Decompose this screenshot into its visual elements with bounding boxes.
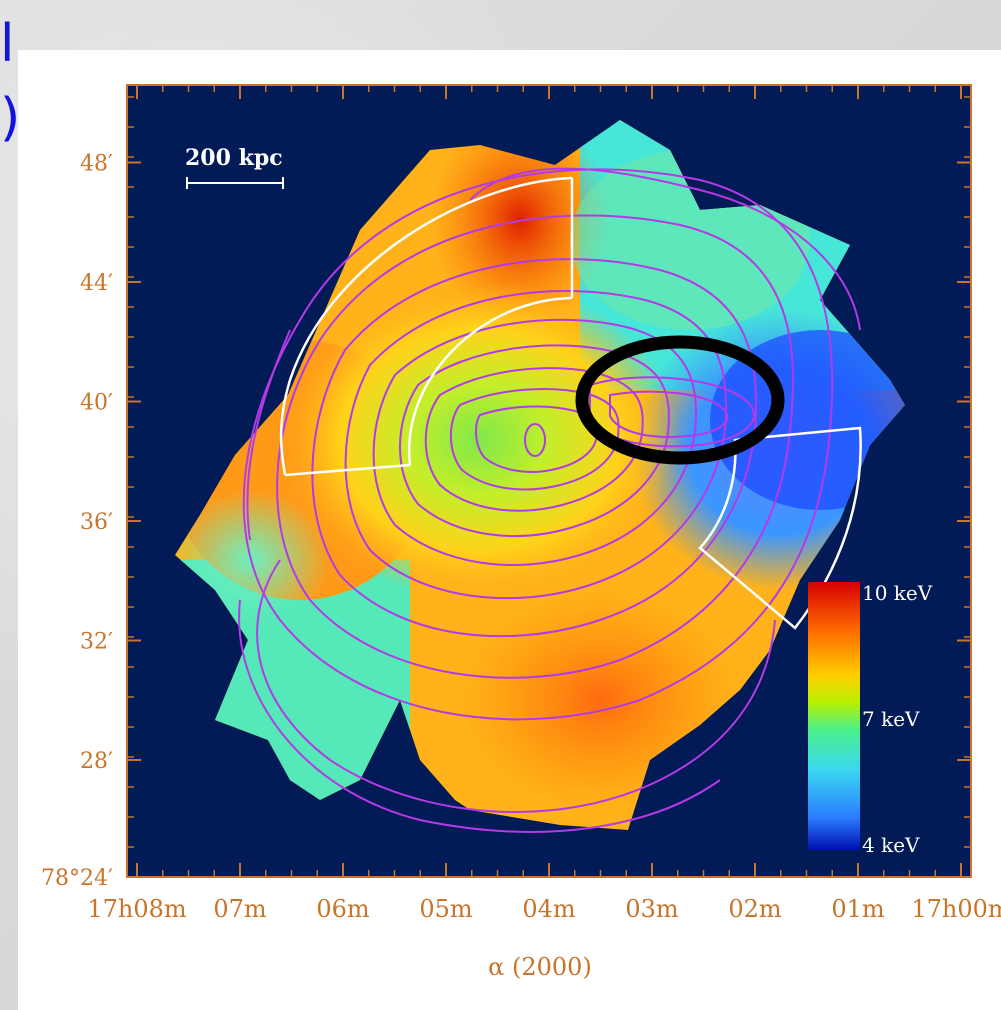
y-tick-label: 36′ [80,510,113,535]
y-tick-label: 78°24′ [41,866,113,891]
slide-text-fragment-2: ) [0,88,21,148]
y-axis: 78°24′ 28′ 32′ 36′ 40′ 44′ 48′ [41,152,971,891]
y-tick-label: 32′ [80,630,113,655]
scale-bar-label: 200 kpc [185,145,283,171]
x-tick-label: 07m [213,895,267,923]
colorbar-label-mid: 7 keV [862,707,920,731]
x-tick-label: 17h00m [911,895,1001,923]
y-tick-label: 44′ [80,271,113,296]
surface-brightness-contours [238,167,861,833]
x-tick-label: 02m [728,895,782,923]
x-tick-label: 03m [625,895,679,923]
y-tick-label: 40′ [80,391,113,416]
x-tick-label: 01m [831,895,885,923]
x-axis-title: α (2000) [488,953,592,981]
colorbar [808,582,860,850]
x-tick-label: 17h08m [87,895,187,923]
highlight-ellipse [575,335,785,465]
sector-outlines [279,176,862,630]
colorbar-label-max: 10 keV [862,581,933,605]
x-tick-label: 06m [316,895,370,923]
x-tick-label: 04m [522,895,576,923]
colorbar-label-min: 4 keV [862,833,920,857]
x-tick-label: 05m [419,895,473,923]
y-tick-label: 48′ [80,152,113,177]
y-tick-label: 28′ [80,749,113,774]
minor-ticks [127,85,971,878]
